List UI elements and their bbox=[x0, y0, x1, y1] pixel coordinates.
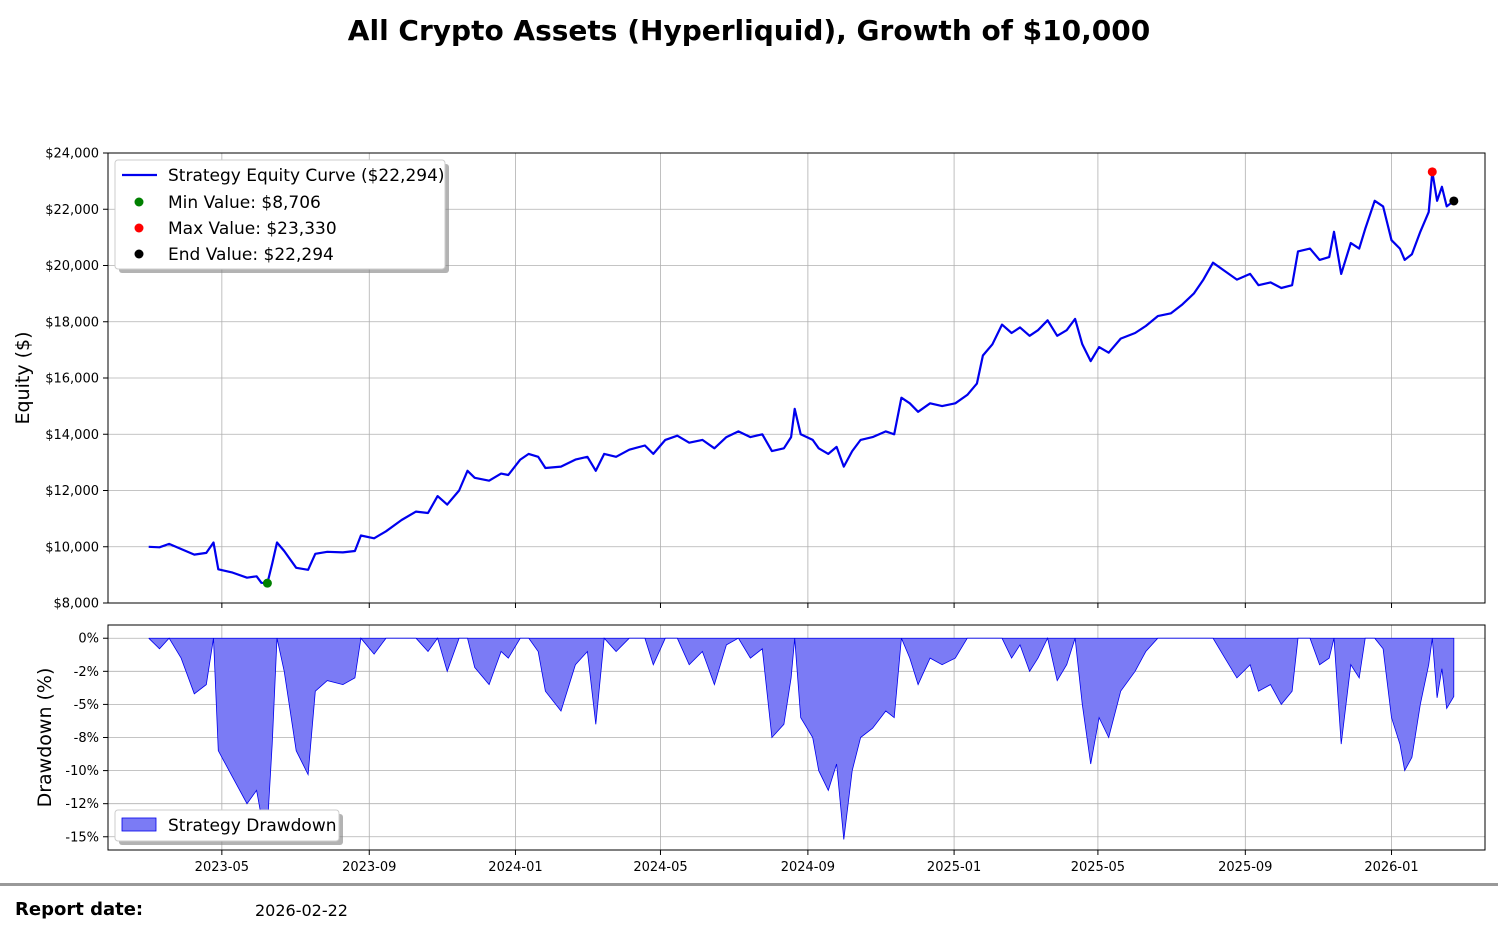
x-tick-label: 2025-09 bbox=[1218, 860, 1272, 875]
y-axis-label: Equity ($) bbox=[12, 331, 34, 424]
drawdown-legend: Strategy Drawdown bbox=[114, 809, 343, 845]
legend-box bbox=[114, 159, 446, 270]
y-tick-label: -2% bbox=[74, 665, 99, 680]
equity-plot: $8,000 $10,000 $12,000 $14,000 $16,000 $18,00… bbox=[12, 147, 1486, 612]
legend-dot-swatch bbox=[134, 197, 144, 207]
y-tick-label: $14,000 bbox=[45, 428, 99, 443]
legend-entry: Strategy Equity Curve ($22,294) bbox=[168, 166, 445, 186]
x-tick-label: 2025-01 bbox=[927, 860, 981, 875]
legend-box bbox=[114, 809, 340, 842]
y-tick-label: $8,000 bbox=[54, 597, 100, 612]
legend-dot-swatch bbox=[134, 249, 144, 259]
x-tick-label: 2025-05 bbox=[1071, 860, 1125, 875]
y-tick-label: -15% bbox=[65, 830, 99, 845]
y-tick-label: $24,000 bbox=[45, 147, 99, 162]
x-tick-label: 2026-01 bbox=[1364, 860, 1418, 875]
report-date-value: 2026-02-22 bbox=[255, 901, 348, 920]
y-tick-label: -12% bbox=[65, 797, 99, 812]
end-value-marker bbox=[1449, 196, 1459, 206]
legend-dot-swatch bbox=[134, 223, 144, 233]
x-tick-label: 2024-01 bbox=[488, 860, 542, 875]
x-tick-label: 2024-09 bbox=[781, 860, 835, 875]
max-value-marker bbox=[1427, 167, 1437, 177]
legend-area-swatch bbox=[121, 817, 157, 832]
y-tick-label: $12,000 bbox=[45, 484, 99, 499]
y-tick-label: -8% bbox=[74, 731, 99, 746]
legend-entry: End Value: $22,294 bbox=[168, 245, 334, 265]
y-tick-label: $20,000 bbox=[45, 259, 99, 274]
y-tick-label: 0% bbox=[78, 632, 99, 647]
drawdown-plot: 0% -2% -5% -8% -10% -12% -15% 2023-05 2023-09 202… bbox=[34, 624, 1486, 875]
report-date-label: Report date: bbox=[15, 899, 144, 920]
y-tick-label: $10,000 bbox=[45, 540, 99, 555]
x-tick-label: 2024-05 bbox=[633, 860, 687, 875]
y-tick-label: -10% bbox=[65, 764, 99, 779]
equity-curve-line bbox=[148, 170, 1455, 585]
min-value-marker bbox=[262, 578, 272, 588]
equity-legend: Strategy Equity Curve ($22,294) Min Value… bbox=[114, 159, 449, 273]
legend-entry: Min Value: $8,706 bbox=[168, 193, 321, 213]
legend-entry: Strategy Drawdown bbox=[168, 816, 337, 836]
chart-title: All Crypto Assets (Hyperliquid), Growth … bbox=[347, 14, 1151, 47]
y-axis-label: Drawdown (%) bbox=[34, 668, 56, 808]
x-tick-label: 2023-09 bbox=[342, 860, 396, 875]
y-tick-label: $18,000 bbox=[45, 315, 99, 330]
footer-divider bbox=[0, 883, 1498, 886]
y-tick-label: $22,000 bbox=[45, 203, 99, 218]
legend-entry: Max Value: $23,330 bbox=[168, 219, 337, 239]
y-tick-label: $16,000 bbox=[45, 372, 99, 387]
y-tick-label: -5% bbox=[74, 698, 99, 713]
x-tick-label: 2023-05 bbox=[195, 860, 249, 875]
drawdown-area bbox=[148, 636, 1455, 840]
charts-figure: $8,000 $10,000 $12,000 $14,000 $16,000 $18,00… bbox=[12, 147, 1486, 875]
